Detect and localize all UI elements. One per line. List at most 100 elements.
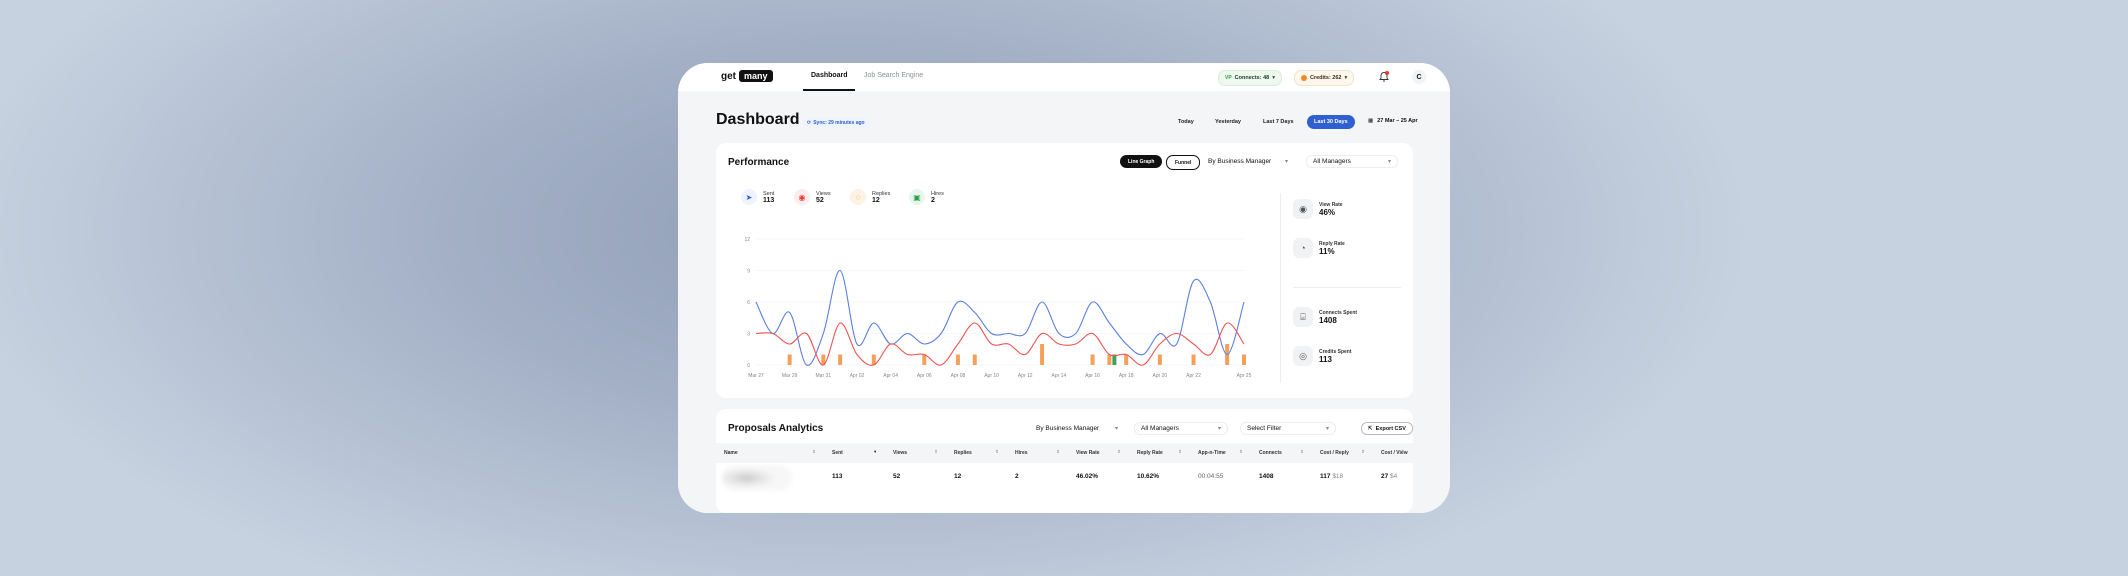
connects-badge: VP [1225,75,1232,81]
tab-dashboard[interactable]: Dashboard [811,72,848,79]
stat-credits-spent: ◎ Credits Spent 113 [1293,346,1352,366]
column-header-replies[interactable]: Replies ⇕ [954,449,999,456]
column-header-label: Sent [832,450,843,456]
data-bar [1191,354,1196,365]
calendar-icon: ▦ [1368,118,1374,124]
column-header-sent[interactable]: Sent ▾ [832,449,876,456]
data-bar [955,354,960,365]
stat-connects-spent: ⌸ Connects Spent 1408 [1293,307,1357,327]
performance-title: Performance [728,157,790,168]
credits-dropdown[interactable]: Credits: 262 ▾ [1294,70,1355,86]
data-bar [838,354,843,365]
stat-reply-rate: ◔ Reply Rate 11% [1293,238,1345,258]
proposals-title: Proposals Analytics [728,423,824,434]
stats-divider [1293,287,1401,288]
x-tick-label: Apr 25 [1237,373,1252,379]
y-tick-label: 0 [747,363,750,369]
metric-views-label: Views [816,190,831,197]
column-header-label: Replies [954,450,972,456]
x-tick-label: Apr 02 [850,373,865,379]
column-header-label: View Rate [1076,450,1100,456]
x-tick-label: Mar 29 [782,373,798,379]
export-csv-button[interactable]: ⇱ Export CSV [1361,422,1413,435]
page-title: Dashboard [716,111,800,128]
business-manager-select[interactable]: By Business Manager ▾ [1202,155,1294,168]
column-header-hires[interactable]: Hires ⇕ [1015,449,1060,456]
sort-icon[interactable]: ⇕ [995,449,999,454]
stat-connects-value: 1408 [1319,315,1337,325]
column-header-label: Name [724,450,738,456]
chevron-down-icon: ▾ [1284,159,1288,165]
avatar[interactable]: C [1412,70,1426,84]
x-tick-label: Apr 10 [984,373,999,379]
tab-job-search-engine[interactable]: Job Search Engine [864,72,924,79]
sort-icon[interactable]: ⇕ [1300,449,1304,454]
x-tick-label: Apr 16 [1085,373,1100,379]
metric-views: ◉ Views 52 [794,189,831,205]
cell-cost-reply: 117 $18 [1320,473,1343,480]
refresh-icon: ⟳ [807,120,812,126]
column-header-view-rate[interactable]: View Rate ⇕ [1076,449,1121,456]
notification-dot [1385,71,1389,75]
column-header-cost-view[interactable]: Cost / View ⇕ [1381,449,1408,456]
range-yesterday[interactable]: Yesterday [1215,119,1241,125]
y-tick-label: 3 [747,332,750,338]
cell-hires: 2 [1015,473,1019,480]
funnel-toggle[interactable]: Funnel [1166,155,1201,170]
y-tick-label: 9 [747,269,750,275]
sort-icon[interactable]: ⇕ [1401,449,1405,454]
coin-icon [1301,75,1307,81]
data-bar [1242,354,1246,365]
stat-connects-label: Connects Spent [1319,309,1358,316]
sort-icon[interactable]: ⇕ [1178,449,1182,454]
sync-status[interactable]: ⟳ Sync: 29 minutes ago [803,118,869,128]
sort-icon[interactable]: ⇕ [1117,449,1121,454]
line-graph-toggle[interactable]: Line Graph [1120,155,1163,168]
sort-icon[interactable]: ⇕ [812,449,816,454]
coins-icon: ◎ [1293,346,1313,366]
x-tick-label: Apr 18 [1119,373,1134,379]
cell-cost-reply-value: 117 [1320,473,1331,480]
connects-label: Connects: 48 [1234,75,1270,81]
briefcase-icon: ▣ [909,189,925,205]
chat-icon: ◔ [1293,238,1313,258]
sort-icon[interactable]: ⇕ [1239,449,1243,454]
column-header-reply-rate[interactable]: Reply Rate ⇕ [1137,449,1182,456]
metric-sent-label: Sent [763,190,775,197]
proposals-all-managers-select[interactable]: All Managers ▾ [1134,422,1228,435]
date-range-label: 27 Mar – 25 Apr [1377,118,1418,124]
sort-icon[interactable]: ⇕ [1056,449,1060,454]
sort-desc-icon[interactable]: ▾ [874,449,877,454]
column-header-app-n-time[interactable]: App-n-Time ⇕ [1198,449,1243,456]
active-tab-indicator [803,89,855,91]
cell-connects: 1408 [1259,473,1274,480]
date-range-picker[interactable]: ▦ 27 Mar – 25 Apr [1368,118,1418,124]
table-row[interactable]: 113 52 12 2 46.02% 10.62% 00:04:55 1408 … [716,463,1413,491]
stat-credits-label: Credits Spent [1319,348,1352,355]
proposals-business-manager-label: By Business Manager [1036,425,1100,432]
sort-icon[interactable]: ⇕ [1361,449,1365,454]
range-last-7-days[interactable]: Last 7 Days [1263,119,1294,125]
column-header-views[interactable]: Views ⇕ [893,449,938,456]
business-manager-select-label: By Business Manager [1208,158,1272,165]
range-today[interactable]: Today [1178,119,1194,125]
connects-dropdown[interactable]: VP Connects: 48 ▾ [1218,70,1282,86]
column-header-cost-reply[interactable]: Cost / Reply ⇕ [1320,449,1365,456]
column-header-connects[interactable]: Connects ⇕ [1259,449,1304,456]
cell-app-n-time: 00:04:55 [1198,473,1224,480]
range-last-30-days[interactable]: Last 30 Days [1307,115,1355,129]
logo[interactable]: get many [721,70,773,82]
eye-icon: ◉ [794,189,810,205]
column-header-label: Views [893,450,908,456]
chevron-down-icon: ▾ [1387,159,1391,165]
sort-icon[interactable]: ⇕ [934,449,938,454]
column-header-name[interactable]: Name ⇕ [724,449,816,456]
all-managers-select[interactable]: All Managers ▾ [1306,155,1398,168]
proposals-business-manager-select[interactable]: By Business Manager ▾ [1030,422,1124,435]
metric-replies-value: 12 [872,196,880,204]
eye-icon: ◉ [1293,199,1313,219]
cell-cost-view-usd: $4 [1390,473,1398,480]
cell-cost-view-value: 27 [1381,473,1389,480]
select-filter[interactable]: Select Filter ▾ [1240,422,1336,435]
proposals-analytics-panel: Proposals Analytics By Business Manager … [716,409,1413,513]
